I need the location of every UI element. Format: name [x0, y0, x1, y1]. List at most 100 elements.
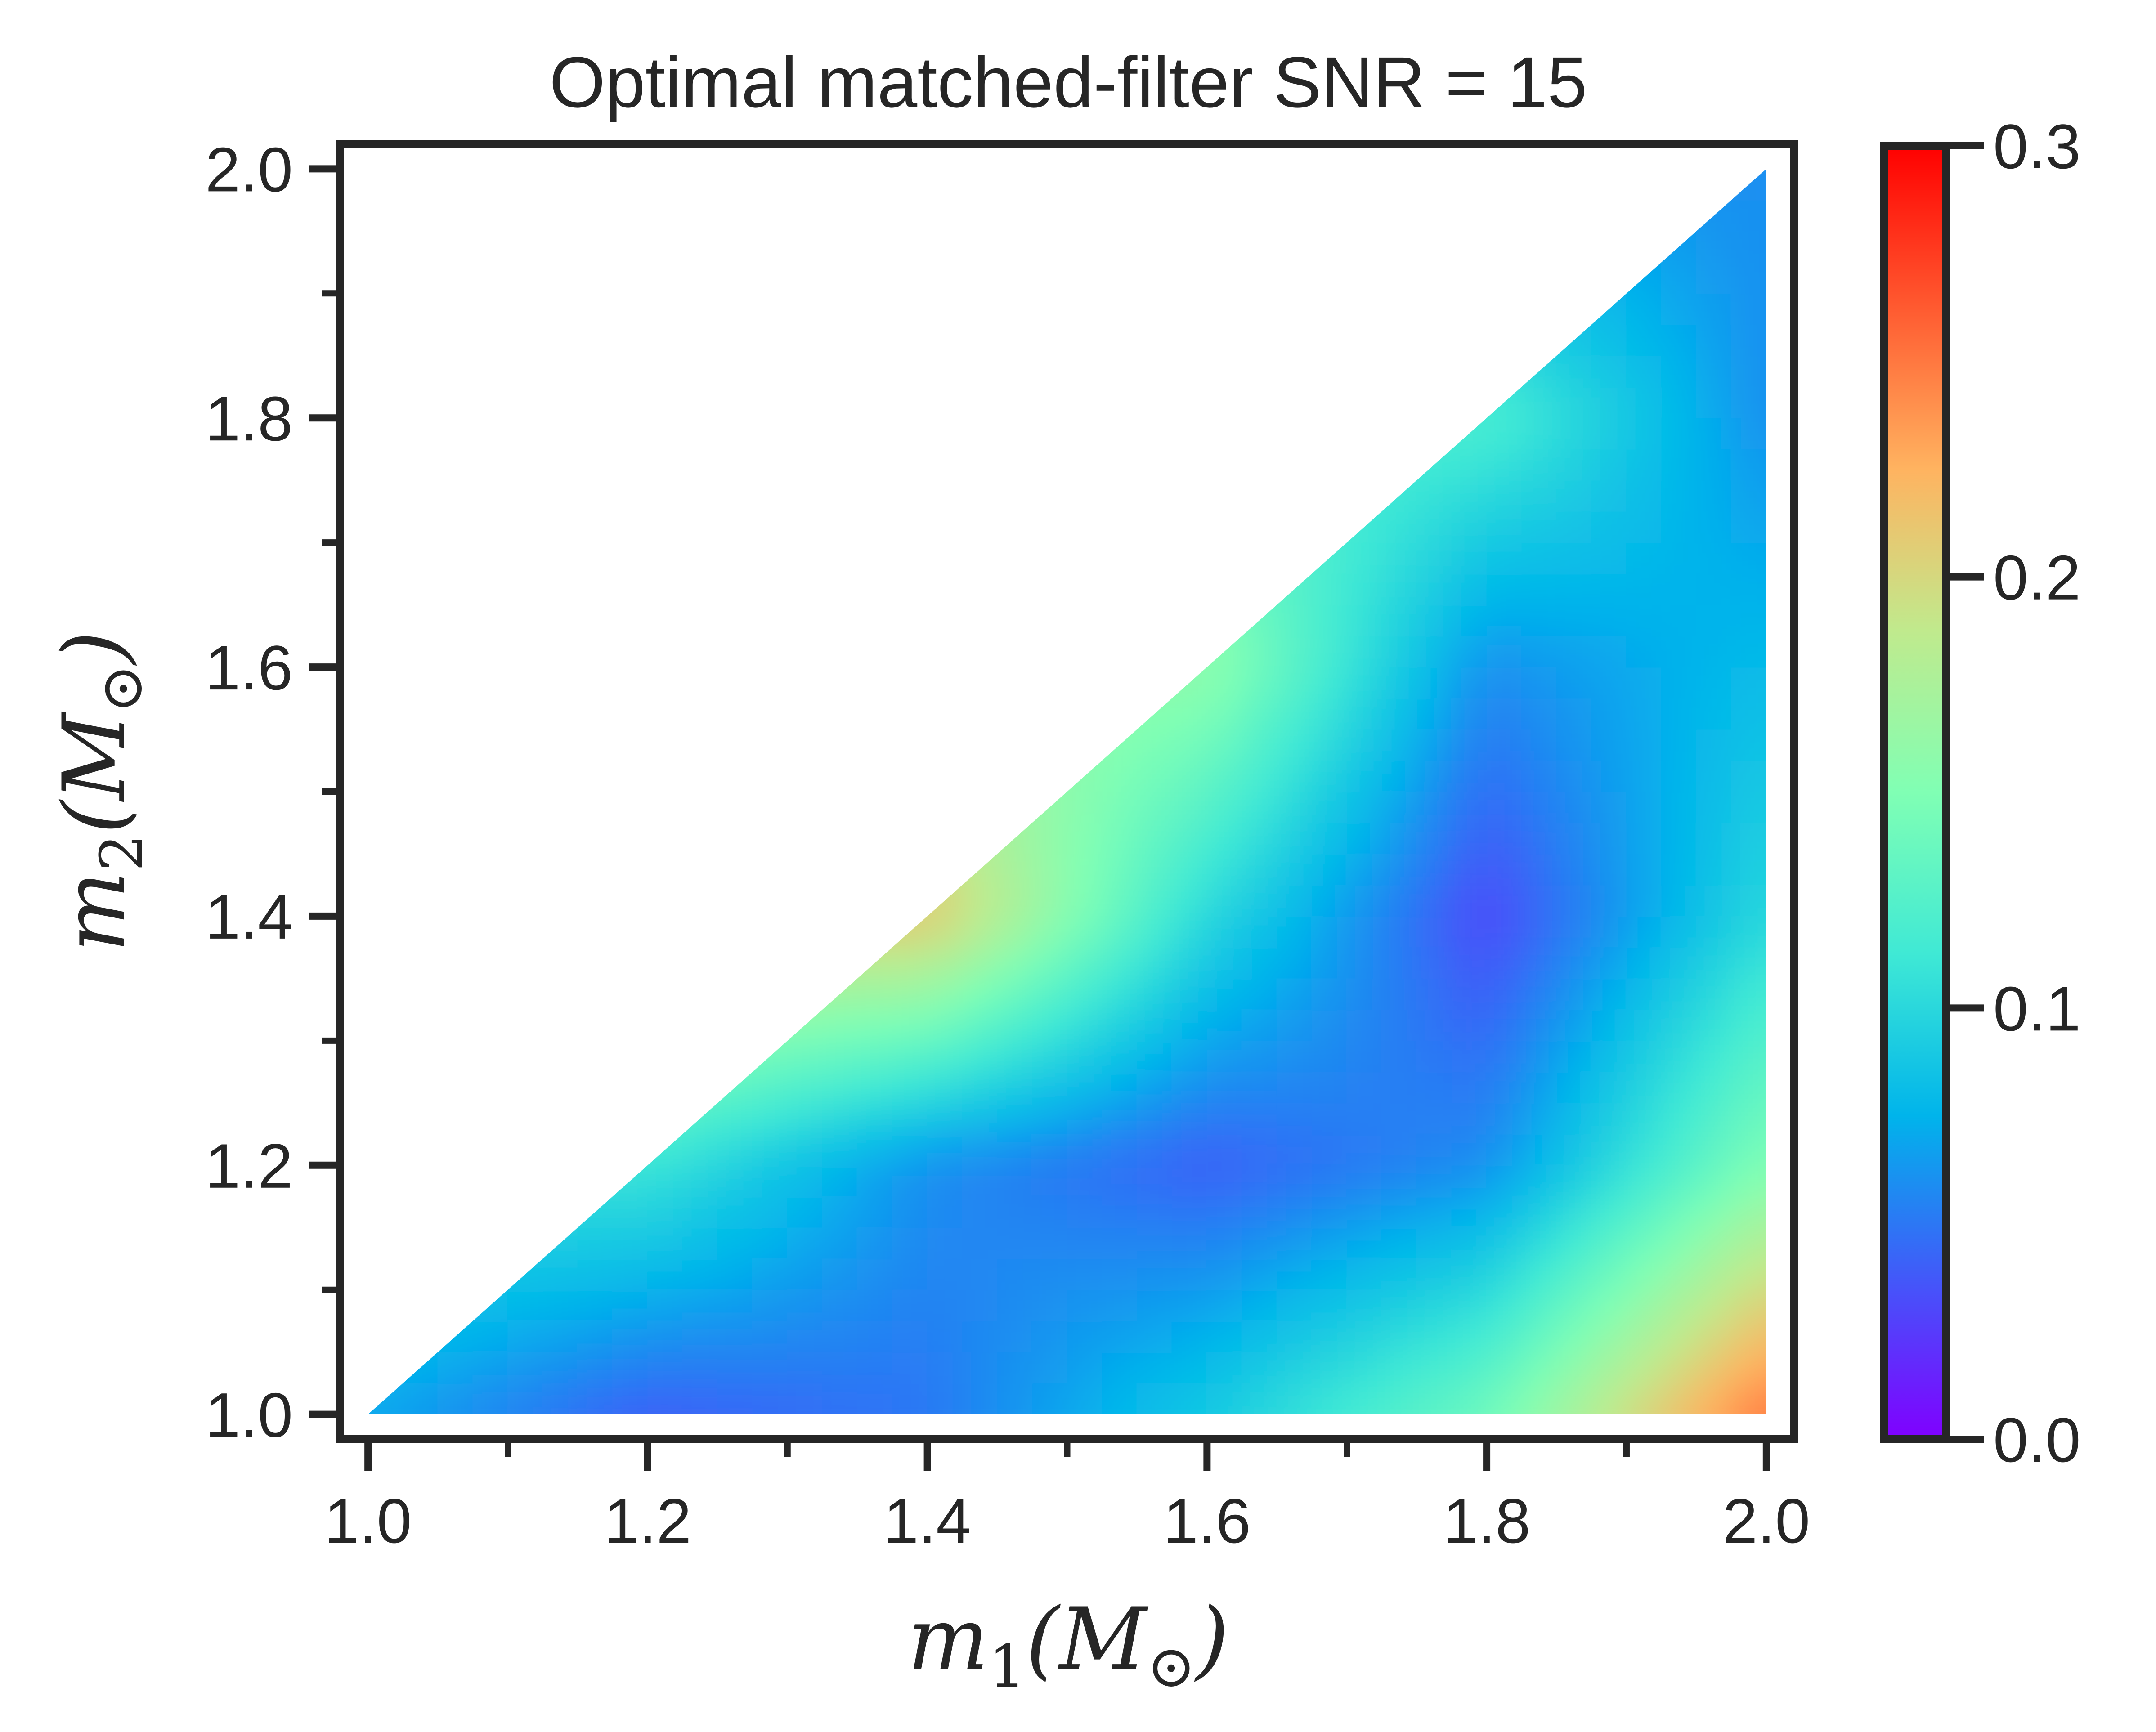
heatmap-cell: [1591, 698, 1627, 730]
heatmap-cell: [1626, 573, 1662, 605]
heatmap-cell: [1626, 1009, 1662, 1041]
heatmap-cell: [472, 542, 509, 574]
heatmap-cell: [857, 1227, 893, 1259]
heatmap-cell: [997, 262, 1033, 294]
heatmap-cell: [1451, 791, 1488, 823]
heatmap-cell: [1521, 1320, 1557, 1353]
heatmap-cell: [1626, 729, 1662, 761]
heatmap-cell: [1136, 667, 1173, 699]
heatmap-cell: [1206, 978, 1243, 1010]
heatmap-cell: [1766, 573, 1802, 605]
heatmap-cell: [1102, 1102, 1138, 1135]
heatmap-cell: [1486, 1164, 1522, 1197]
heatmap-cell: [892, 1164, 928, 1197]
heatmap-cell: [752, 915, 788, 948]
heatmap-cell: [472, 1258, 509, 1290]
heatmap-cell: [682, 1320, 718, 1353]
heatmap-cell: [1346, 698, 1382, 730]
heatmap-cell: [1067, 169, 1103, 201]
heatmap-cell: [1661, 760, 1697, 792]
heatmap-cell: [1731, 1352, 1766, 1384]
heatmap-cell: [1171, 324, 1208, 356]
heatmap-cell: [542, 1227, 578, 1259]
heatmap-cell: [962, 479, 998, 512]
heatmap-cell: [1346, 417, 1382, 450]
heatmap-cell: [1171, 1258, 1208, 1290]
heatmap-cell: [542, 853, 578, 886]
heatmap-cell: [997, 1227, 1033, 1259]
heatmap-cell: [1102, 542, 1138, 574]
heatmap-cell: [1696, 667, 1732, 699]
heatmap-cell: [1661, 884, 1697, 917]
heatmap-cell: [892, 1227, 928, 1259]
heatmap-cell: [1521, 386, 1557, 419]
heatmap-cell: [577, 169, 614, 201]
heatmap-cell: [857, 293, 893, 325]
heatmap-cell: [1136, 729, 1173, 761]
heatmap-cell: [402, 1383, 439, 1414]
heatmap-cell: [1276, 230, 1313, 263]
heatmap-cell: [787, 199, 823, 232]
heatmap-cell: [1276, 1071, 1313, 1104]
heatmap-cell: [927, 1352, 963, 1384]
heatmap-cell: [1696, 1383, 1732, 1414]
heatmap-cell: [402, 1289, 439, 1321]
heatmap-cell: [822, 1258, 858, 1290]
heatmap-cell: [1766, 636, 1802, 667]
heatmap-cell: [402, 853, 439, 886]
heatmap-cell: [1381, 510, 1417, 543]
heatmap-cell: [962, 1133, 998, 1166]
heatmap-cell: [1276, 573, 1313, 605]
heatmap-cell: [962, 542, 998, 574]
heatmap-cell: [507, 1071, 543, 1104]
heatmap-cell: [1451, 947, 1488, 979]
heatmap-cell: [682, 1227, 718, 1259]
heatmap-cell: [1731, 1289, 1766, 1321]
heatmap-cell: [1381, 542, 1417, 574]
heatmap-cell: [368, 1352, 403, 1384]
heatmap-cell: [507, 573, 543, 605]
heatmap-cell: [752, 230, 788, 263]
heatmap-cell: [1451, 355, 1488, 387]
heatmap-cell: [368, 1071, 403, 1104]
heatmap-cell: [1486, 635, 1522, 668]
heatmap-cell: [1381, 1196, 1417, 1228]
heatmap-cell: [1276, 947, 1313, 979]
heatmap-cell: [368, 1320, 403, 1353]
heatmap-cell: [1311, 230, 1348, 263]
heatmap-cell: [1416, 822, 1452, 855]
heatmap-cell: [1451, 1320, 1488, 1353]
heatmap-cell: [1556, 667, 1592, 699]
heatmap-cell: [612, 1009, 648, 1041]
heatmap-cell: [1696, 1040, 1732, 1073]
heatmap-cell: [1766, 1009, 1802, 1041]
heatmap-cell: [857, 262, 893, 294]
heatmap-cell: [997, 729, 1033, 761]
heatmap-cell: [1067, 667, 1103, 699]
heatmap-cell: [1556, 1164, 1592, 1197]
heatmap-cell: [1696, 604, 1732, 636]
heatmap-cell: [647, 791, 683, 823]
heatmap-cell: [1171, 853, 1208, 886]
heatmap-cell: [1136, 324, 1173, 356]
heatmap-cell: [507, 978, 543, 1010]
heatmap-cell: [472, 324, 509, 356]
heatmap-cell: [822, 1133, 858, 1166]
heatmap-cell: [1731, 1258, 1766, 1290]
heatmap-cell: [647, 1289, 683, 1321]
heatmap-cell: [437, 760, 474, 792]
heatmap-cell: [368, 199, 403, 232]
heatmap-cell: [437, 604, 474, 636]
heatmap-cell: [1486, 698, 1522, 730]
heatmap-cell: [822, 1383, 858, 1414]
heatmap-cell: [1171, 978, 1208, 1010]
heatmap-cell: [1696, 1102, 1732, 1135]
heatmap-cell: [962, 667, 998, 699]
heatmap-cell: [717, 510, 753, 543]
heatmap-cell: [1451, 1009, 1488, 1041]
heatmap-cell: [997, 915, 1033, 948]
heatmap-cell: [1766, 822, 1802, 854]
heatmap-cell: [892, 1071, 928, 1104]
heatmap-cell: [402, 729, 439, 761]
heatmap-cell: [1451, 667, 1488, 699]
